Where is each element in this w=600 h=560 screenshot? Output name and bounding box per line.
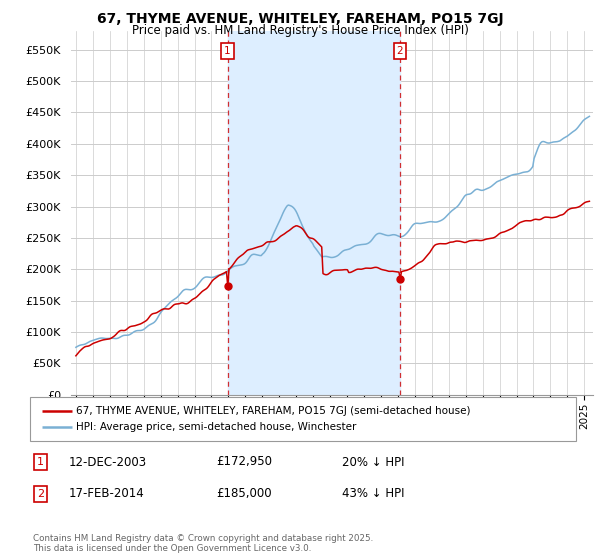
Text: Price paid vs. HM Land Registry's House Price Index (HPI): Price paid vs. HM Land Registry's House …: [131, 24, 469, 37]
Text: £172,950: £172,950: [216, 455, 272, 469]
Text: 20% ↓ HPI: 20% ↓ HPI: [342, 455, 404, 469]
Text: 67, THYME AVENUE, WHITELEY, FAREHAM, PO15 7GJ (semi-detached house): 67, THYME AVENUE, WHITELEY, FAREHAM, PO1…: [76, 405, 471, 416]
Text: £185,000: £185,000: [216, 487, 272, 501]
Text: 2: 2: [37, 489, 44, 499]
Text: 1: 1: [37, 457, 44, 467]
Text: Contains HM Land Registry data © Crown copyright and database right 2025.
This d: Contains HM Land Registry data © Crown c…: [33, 534, 373, 553]
Text: 2: 2: [397, 46, 403, 56]
Text: 43% ↓ HPI: 43% ↓ HPI: [342, 487, 404, 501]
Text: 67, THYME AVENUE, WHITELEY, FAREHAM, PO15 7GJ: 67, THYME AVENUE, WHITELEY, FAREHAM, PO1…: [97, 12, 503, 26]
Text: 1: 1: [224, 46, 231, 56]
Text: HPI: Average price, semi-detached house, Winchester: HPI: Average price, semi-detached house,…: [76, 422, 356, 432]
Text: 17-FEB-2014: 17-FEB-2014: [69, 487, 145, 501]
Text: 12-DEC-2003: 12-DEC-2003: [69, 455, 147, 469]
Bar: [227, 31, 400, 395]
